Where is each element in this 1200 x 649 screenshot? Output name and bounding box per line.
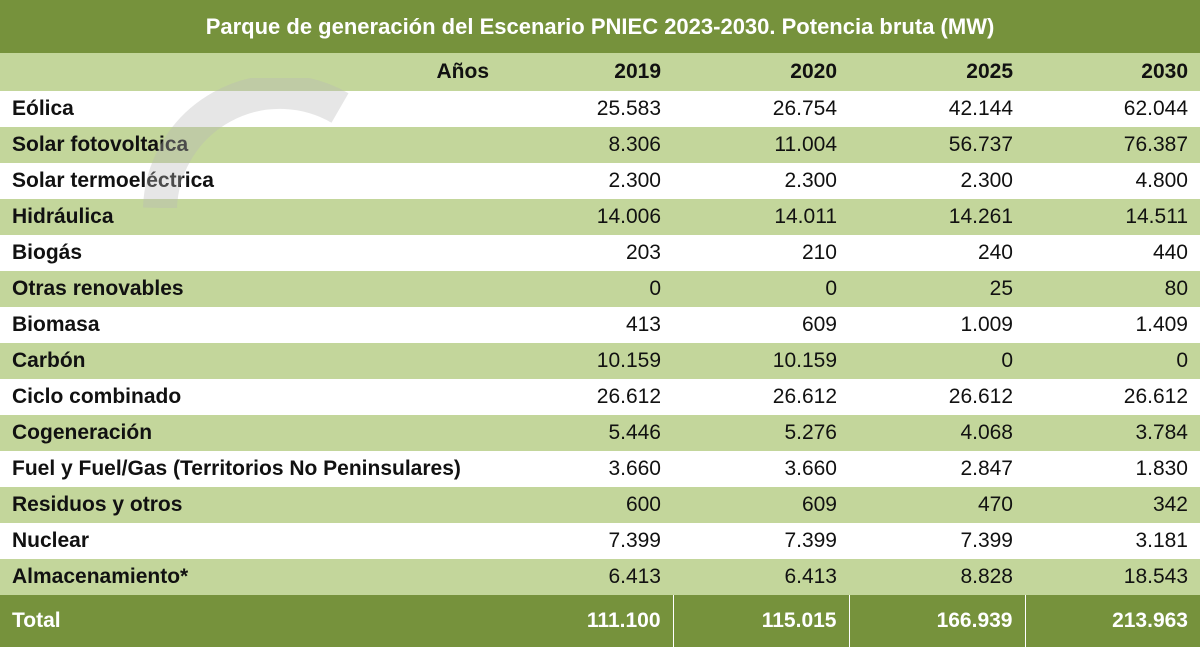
cell-value: 26.612 — [772, 385, 837, 408]
cell-value: 7.399 — [608, 529, 661, 552]
table-row: Biomasa 413 609 1.009 1.409 — [0, 307, 1200, 343]
cell-value: 8.306 — [503, 127, 673, 163]
total-value: 166.939 — [848, 595, 1025, 647]
table-row: Eólica 25.583 26.754 42.144 62.044 — [0, 91, 1200, 127]
cell-value: 6.413 — [673, 559, 849, 595]
table-row: Hidráulica 14.006 14.011 14.261 14.511 — [0, 199, 1200, 235]
cell-value: 240 — [977, 241, 1013, 264]
cell-value: 5.446 — [503, 415, 673, 451]
cell-value: 203 — [625, 241, 661, 264]
cell-value: 26.612 — [948, 385, 1013, 408]
table-title: Parque de generación del Escenario PNIEC… — [0, 0, 1200, 53]
table-row: Solar termoeléctrica 2.300 2.300 2.300 4.800 — [0, 163, 1200, 199]
cell-value: 470 — [849, 487, 1025, 523]
row-label: Cogeneración — [0, 415, 503, 451]
year-header: 2030 — [1025, 53, 1200, 91]
cell-value: 7.399 — [784, 529, 837, 552]
cell-value: 413 — [625, 313, 661, 336]
cell-value: 5.276 — [673, 415, 849, 451]
cell-value: 2.847 — [960, 457, 1013, 480]
cell-value: 2.300 — [960, 169, 1013, 192]
cell-value: 56.737 — [849, 127, 1025, 163]
year-header: 2025 — [849, 53, 1025, 91]
cell-value: 11.004 — [673, 127, 849, 163]
cell-value: 18.543 — [1025, 559, 1200, 595]
row-label: Fuel y Fuel/Gas (Territorios No Peninsul… — [12, 457, 461, 480]
row-label: Residuos y otros — [0, 487, 503, 523]
row-label: Solar termoeléctrica — [12, 169, 214, 192]
row-label: Otras renovables — [0, 271, 503, 307]
cell-value: 4.800 — [1135, 169, 1188, 192]
cell-value: 210 — [801, 241, 837, 264]
cell-value: 0 — [673, 271, 849, 307]
table-row: Nuclear 7.399 7.399 7.399 3.181 — [0, 523, 1200, 559]
cell-value: 10.159 — [503, 343, 673, 379]
years-header-label: Años — [0, 53, 503, 91]
total-value: 213.963 — [1024, 595, 1200, 647]
cell-value: 10.159 — [673, 343, 849, 379]
cell-value: 3.784 — [1025, 415, 1200, 451]
cell-value: 3.660 — [608, 457, 661, 480]
row-label: Carbón — [0, 343, 503, 379]
row-label: Biomasa — [12, 313, 100, 336]
cell-value: 440 — [1152, 241, 1188, 264]
cell-value: 3.181 — [1135, 529, 1188, 552]
table-row: Biogás 203 210 240 440 — [0, 235, 1200, 271]
cell-value: 3.660 — [784, 457, 837, 480]
title-row: Parque de generación del Escenario PNIEC… — [0, 0, 1200, 53]
cell-value: 0 — [1025, 343, 1200, 379]
cell-value: 14.006 — [503, 199, 673, 235]
table-row: Carbón 10.159 10.159 0 0 — [0, 343, 1200, 379]
cell-value: 0 — [849, 343, 1025, 379]
total-value: 111.100 — [503, 595, 673, 647]
cell-value: 25.583 — [596, 97, 661, 120]
table-row: Almacenamiento* 6.413 6.413 8.828 18.543 — [0, 559, 1200, 595]
row-label: Almacenamiento* — [0, 559, 503, 595]
year-header: 2020 — [673, 53, 849, 91]
years-header-row: Años 2019 2020 2025 2030 — [0, 53, 1200, 91]
row-label: Biogás — [12, 241, 83, 264]
cell-value: 1.830 — [1135, 457, 1188, 480]
cell-value: 609 — [801, 313, 837, 336]
total-value: 115.015 — [672, 595, 849, 647]
cell-value: 62.044 — [1123, 97, 1188, 120]
cell-value: 2.300 — [784, 169, 837, 192]
cell-value: 1.409 — [1135, 313, 1188, 336]
cell-value: 1.009 — [960, 313, 1013, 336]
cell-value: 76.387 — [1025, 127, 1200, 163]
cell-value: 26.754 — [772, 97, 837, 120]
row-label: Nuclear — [12, 529, 90, 552]
row-label: Ciclo combinado — [12, 385, 182, 408]
table-row: Otras renovables 0 0 25 80 — [0, 271, 1200, 307]
table-row: Cogeneración 5.446 5.276 4.068 3.784 — [0, 415, 1200, 451]
cell-value: 80 — [1025, 271, 1200, 307]
cell-value: 2.300 — [608, 169, 661, 192]
cell-value: 6.413 — [503, 559, 673, 595]
total-row: Total 111.100 115.015 166.939 213.963 — [0, 595, 1200, 647]
total-label: Total — [0, 595, 503, 647]
table-row: Ciclo combinado 26.612 26.612 26.612 26.612 — [0, 379, 1200, 415]
row-label: Solar fotovoltaica — [0, 127, 503, 163]
table-row: Solar fotovoltaica 8.306 11.004 56.737 76.38… — [0, 127, 1200, 163]
row-label: Eólica — [12, 97, 74, 120]
row-label: Hidráulica — [0, 199, 503, 235]
cell-value: 600 — [503, 487, 673, 523]
cell-value: 7.399 — [960, 529, 1013, 552]
cell-value: 609 — [673, 487, 849, 523]
cell-value: 14.011 — [673, 199, 849, 235]
cell-value: 26.612 — [1123, 385, 1188, 408]
cell-value: 0 — [503, 271, 673, 307]
cell-value: 8.828 — [849, 559, 1025, 595]
table-row: Fuel y Fuel/Gas (Territorios No Peninsul… — [0, 451, 1200, 487]
cell-value: 342 — [1025, 487, 1200, 523]
cell-value: 25 — [849, 271, 1025, 307]
cell-value: 14.511 — [1025, 199, 1200, 235]
cell-value: 42.144 — [948, 97, 1013, 120]
cell-value: 14.261 — [849, 199, 1025, 235]
year-header: 2019 — [503, 53, 673, 91]
table-row: Residuos y otros 600 609 470 342 — [0, 487, 1200, 523]
cell-value: 4.068 — [849, 415, 1025, 451]
cell-value: 26.612 — [596, 385, 661, 408]
